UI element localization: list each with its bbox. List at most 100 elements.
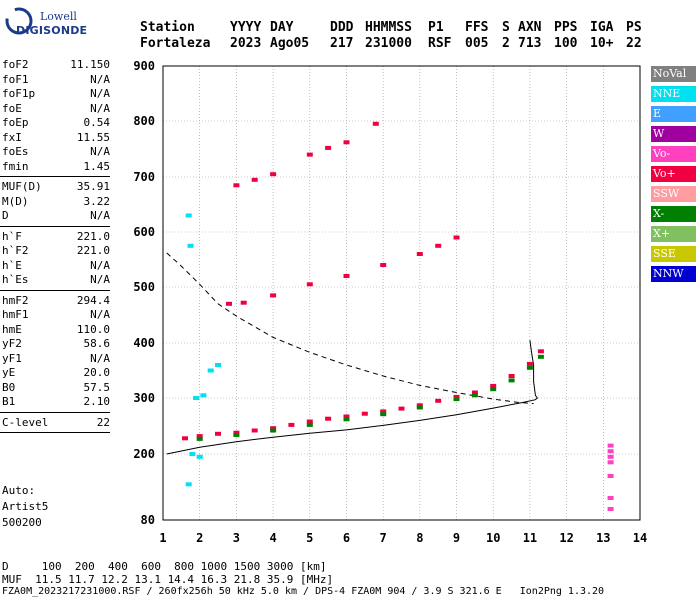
x-tick-label: 13 xyxy=(596,531,610,545)
param-name: hmF2 xyxy=(2,293,29,307)
param-name: foEp xyxy=(2,116,29,129)
param-name: fxI xyxy=(2,130,22,144)
param-row: h`E N/A xyxy=(0,259,112,274)
param-row: h`Es N/A xyxy=(0,273,112,288)
echo-point xyxy=(508,374,515,378)
y-tick-label: 800 xyxy=(133,114,155,128)
header-value: 10+ xyxy=(590,36,614,51)
echo-point xyxy=(233,433,240,437)
param-row: yF1 N/A xyxy=(0,352,112,367)
header-value: 22 xyxy=(626,36,642,51)
param-name: h`Es xyxy=(2,273,29,286)
echo-point xyxy=(306,422,313,427)
param-value: 57.5 xyxy=(83,380,111,394)
param-name: yF1 xyxy=(2,351,22,365)
echo-point xyxy=(398,406,405,411)
param-value: 0.54 xyxy=(83,116,111,129)
param-row: M(D) 3.22 xyxy=(0,195,112,210)
polarization-legend: NoVal NNE E W Vo- Vo+ SSW X- X+ SSE NNW xyxy=(651,66,696,286)
legend-item: NNE xyxy=(651,86,696,102)
param-row: foEs N/A xyxy=(0,145,112,160)
echo-point xyxy=(508,378,515,383)
legend-item: X+ xyxy=(651,226,696,242)
header-value: 231000 xyxy=(365,36,412,51)
header-label: YYYY xyxy=(230,20,262,35)
x-tick-label: 3 xyxy=(233,531,240,545)
param-name: B0 xyxy=(2,380,16,394)
param-value: 1.45 xyxy=(83,159,111,173)
echo-point xyxy=(187,243,194,248)
param-value: N/A xyxy=(90,87,110,100)
echo-point xyxy=(343,414,350,419)
header-value: Fortaleza xyxy=(140,36,211,51)
param-value: N/A xyxy=(90,308,110,321)
x-tick-label: 4 xyxy=(269,531,276,545)
echo-point xyxy=(215,431,221,436)
x-tick-label: 2 xyxy=(196,531,203,545)
echo-point xyxy=(607,496,614,500)
param-value: 110.0 xyxy=(76,322,110,336)
echo-point xyxy=(607,460,614,465)
legend-item: NNW xyxy=(651,266,696,282)
echo-point xyxy=(270,293,277,298)
header-value: Ago05 xyxy=(270,36,310,51)
echo-point xyxy=(343,140,350,145)
x-tick-label: 5 xyxy=(306,531,313,545)
profile-dashed-line xyxy=(166,252,534,405)
echo-point xyxy=(189,452,196,456)
logo-line1: Lowell xyxy=(40,10,77,23)
header-label: AXN xyxy=(518,20,542,35)
header-value: 100 xyxy=(554,36,578,51)
legend-item: Vo+ xyxy=(651,166,696,182)
param-name: foEs xyxy=(2,145,29,158)
y-tick-label: 80 xyxy=(141,513,155,527)
echo-point xyxy=(207,368,214,373)
param-value: N/A xyxy=(90,101,110,115)
header-label: DAY xyxy=(270,20,294,35)
echo-point xyxy=(306,419,313,424)
echo-point xyxy=(607,454,614,459)
param-name: fmin xyxy=(2,159,29,173)
x-tick-label: 11 xyxy=(523,531,537,545)
param-value: N/A xyxy=(90,145,110,158)
header-label: IGA xyxy=(590,20,614,35)
param-name: D xyxy=(2,209,9,222)
echo-point xyxy=(537,349,544,354)
param-value: N/A xyxy=(90,72,110,86)
param-row: B1 2.10 xyxy=(0,395,112,410)
header-value: 2 xyxy=(502,36,510,51)
echo-point xyxy=(607,474,614,478)
y-tick-label: 600 xyxy=(133,225,155,239)
logo-line2: DIGISONDE xyxy=(16,24,88,37)
echo-point xyxy=(607,443,614,448)
echo-point xyxy=(471,390,478,395)
param-value: 22 xyxy=(96,415,110,429)
param-row: yE 20.0 xyxy=(0,366,112,381)
echo-point xyxy=(453,397,460,402)
x-tick-label: 12 xyxy=(559,531,573,545)
x-tick-label: 1 xyxy=(159,531,166,545)
param-name: foF1p xyxy=(2,87,36,100)
echo-point xyxy=(251,177,258,182)
param-row: hmF2 294.4 xyxy=(0,294,112,309)
param-value: 2.10 xyxy=(83,395,111,408)
header-label: HHMMSS xyxy=(365,20,412,35)
echo-point xyxy=(435,398,442,403)
param-name: h`E xyxy=(2,258,22,272)
x-tick-label: 14 xyxy=(633,531,647,545)
param-name: M(D) xyxy=(2,194,29,208)
legend-item: Vo- xyxy=(651,146,696,162)
param-value: N/A xyxy=(90,258,110,272)
echo-point xyxy=(193,396,199,400)
param-name: h`F xyxy=(2,229,22,243)
x-tick-label: 6 xyxy=(343,531,350,545)
parameters-panel: foF2 11.150 foF1 N/A foF1p N/A foE N/A foEp 0.54 f… xyxy=(0,58,112,436)
param-row: B0 57.5 xyxy=(0,381,112,396)
param-row: foE N/A xyxy=(0,102,112,117)
echo-point xyxy=(361,411,368,416)
echo-point xyxy=(185,482,192,487)
legend-item: SSW xyxy=(651,186,696,202)
echo-point xyxy=(196,434,203,439)
x-tick-label: 9 xyxy=(453,531,460,545)
legend-item: NoVal xyxy=(651,66,696,82)
